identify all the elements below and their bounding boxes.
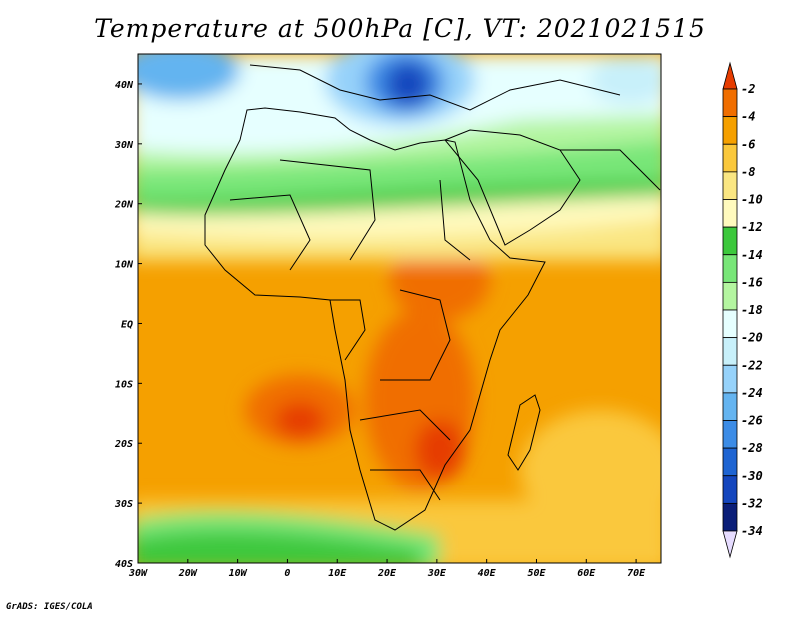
colorbar-label: -14 <box>741 248 763 262</box>
lon-tick-label: 10W <box>229 568 248 579</box>
lat-tick-label: 40N <box>115 80 134 91</box>
lat-tick-label: 40S <box>115 559 133 570</box>
colorbar-swatch <box>722 116 738 145</box>
colorbar-swatch <box>722 447 738 477</box>
colorbar-label: -12 <box>741 220 763 234</box>
colorbar: -2 -4 -6 -8 -10 -12 -14 -16 -18 -20 -22 -24 -26 -28 -3… <box>722 61 763 559</box>
colorbar-swatch <box>722 254 738 283</box>
colorbar-swatch <box>722 502 738 532</box>
colorbar-label: -18 <box>741 303 763 317</box>
lon-tick-label: 30E <box>427 568 447 579</box>
colorbar-swatch <box>722 226 738 256</box>
latitude-axis: 40N 30N 20N 10N EQ 10S 20S 30S 40S <box>114 80 142 570</box>
colorbar-swatch <box>722 88 738 118</box>
lat-tick-label: 10S <box>115 379 133 390</box>
lon-tick-label: 10E <box>328 568 347 579</box>
colorbar-bottom-arrow <box>722 530 738 559</box>
colorbar-label: -2 <box>741 82 755 96</box>
lon-tick-label: 70E <box>627 568 646 579</box>
colorbar-label: -22 <box>741 358 763 372</box>
colorbar-label: -4 <box>741 110 755 124</box>
colorbar-swatch <box>722 309 738 339</box>
colorbar-swatch <box>722 475 738 504</box>
credit-label: GrADS: IGES/COLA <box>6 602 93 612</box>
temperature-field <box>138 54 661 563</box>
colorbar-label: -8 <box>741 165 755 179</box>
colorbar-swatch <box>722 199 738 228</box>
colorbar-label: -16 <box>741 275 763 289</box>
colorbar-label: -26 <box>741 414 763 428</box>
colorbar-swatch <box>722 337 738 366</box>
colorbar-label: -20 <box>741 331 763 345</box>
coastlines <box>204 64 661 531</box>
lon-tick-label: 60E <box>577 568 596 579</box>
lon-tick-label: 20W <box>178 568 198 579</box>
colorbar-label: -10 <box>741 193 763 207</box>
lon-tick-label: 0 <box>284 568 290 579</box>
colorbar-label: -30 <box>741 469 763 483</box>
colorbar-label: -34 <box>741 524 763 538</box>
colorbar-swatch <box>722 392 738 421</box>
lon-tick-label: 20E <box>377 568 397 579</box>
colorbar-swatch <box>722 420 738 449</box>
colorbar-swatch <box>722 143 738 173</box>
lon-tick-label: 30W <box>128 568 148 579</box>
colorbar-label: -6 <box>741 137 755 151</box>
colorbar-label: -24 <box>741 386 763 400</box>
longitude-axis: 30W 20W 10W 0 10E 20E 30E 40E 50E 60E 70E <box>128 559 646 579</box>
colorbar-swatch <box>722 171 738 200</box>
lat-tick-label: 20S <box>114 439 133 450</box>
page-title: Temperature at 500hPa [C], VT: 202102151… <box>94 14 706 43</box>
map-frame <box>137 53 662 564</box>
lat-tick-label: EQ <box>121 319 133 330</box>
colorbar-swatch <box>722 364 738 394</box>
lat-tick-label: 30N <box>114 140 134 151</box>
lat-tick-label: 20N <box>114 200 134 211</box>
lon-tick-label: 50E <box>527 568 546 579</box>
colorbar-swatch <box>722 281 738 311</box>
lon-tick-label: 40E <box>478 568 497 579</box>
lat-tick-label: 30S <box>114 499 133 510</box>
lat-tick-label: 10N <box>115 260 134 271</box>
colorbar-top-arrow <box>722 61 738 90</box>
colorbar-label: -32 <box>741 496 763 510</box>
colorbar-label: -28 <box>741 441 763 455</box>
